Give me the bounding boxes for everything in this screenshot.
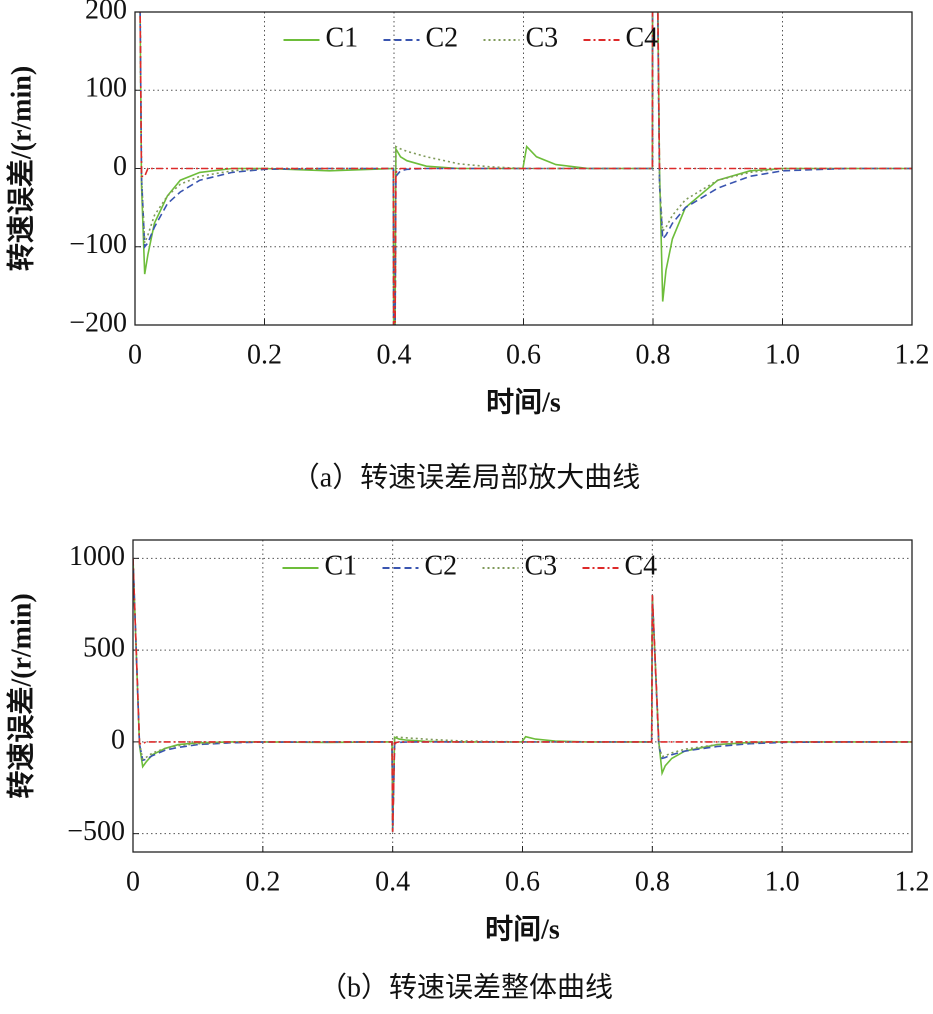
x-tick-label: 0.8 [636,339,671,370]
x-tick-label: 0.4 [375,866,410,897]
y-axis-label: 转速误差/(r/min) [4,593,37,798]
x-tick-label: 0.6 [505,866,540,897]
y-tick-label: 0 [113,151,127,182]
y-tick-label: 1000 [69,541,125,572]
x-tick-label: 0.6 [506,339,541,370]
x-tick-label: 1.2 [895,866,930,897]
legend-label: C1 [326,22,359,53]
legend-label: C2 [425,550,458,581]
x-axis-label: 时间/s [485,913,560,945]
y-axis-label: 转速误差/(r/min) [4,66,37,271]
x-tick-label: 1.0 [765,339,800,370]
y-tick-label: 200 [85,0,127,25]
caption: （a）转速误差局部放大曲线 [292,461,640,493]
x-tick-label: 0.8 [635,866,670,897]
legend-label: C3 [525,550,558,581]
lines [139,12,912,325]
x-tick-label: 0.2 [247,339,282,370]
legend-label: C2 [426,22,459,53]
x-tick-label: 0.2 [245,866,280,897]
legend-label: C1 [325,550,358,581]
y-tick-label: −200 [69,307,127,338]
x-tick-label: 0 [126,866,140,897]
x-tick-label: 0.4 [377,339,412,370]
y-tick-label: 500 [83,633,125,664]
caption: （b）转速误差整体曲线 [319,971,613,1003]
series-line [139,12,912,325]
x-tick-label: 1.2 [895,339,930,370]
y-tick-label: 0 [111,724,125,755]
x-tick-label: 0 [128,339,142,370]
legend-label: C4 [625,550,658,581]
series-line [133,558,912,832]
legend-label: C4 [626,22,659,53]
legend-label: C3 [526,22,559,53]
y-tick-label: 100 [85,73,127,104]
subplot: 0 0.2 0.4 0.6 0.8 1.0 1.2 −200 −100 0 100 200 C1 C2 C3… [4,0,930,493]
y-tick-label: −100 [69,229,127,260]
plot-frame [134,11,913,326]
series-line [133,558,912,832]
x-axis-label: 时间/s [486,386,561,418]
x-tick-label: 1.0 [765,866,800,897]
y-tick-label: −500 [67,816,125,847]
series-line [139,12,912,325]
lines [133,558,912,832]
plot-frame [132,539,913,853]
